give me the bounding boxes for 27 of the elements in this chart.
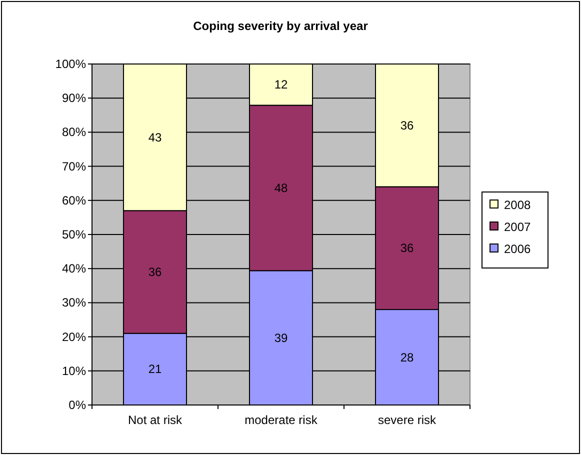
- y-tick-label: 30%: [62, 296, 86, 310]
- data-label: 36: [400, 241, 414, 256]
- y-tick-label: 10%: [62, 364, 86, 378]
- y-tick-label: 20%: [62, 330, 86, 344]
- x-tick-label: Not at risk: [128, 413, 184, 427]
- data-label: 36: [400, 118, 414, 132]
- y-tick-label: 70%: [62, 159, 86, 174]
- data-label: 28: [400, 350, 414, 364]
- data-label: 12: [274, 78, 288, 92]
- data-label: 36: [148, 265, 162, 280]
- y-tick-label: 90%: [62, 91, 86, 106]
- y-tick-label: 100%: [55, 57, 86, 71]
- y-tick-label: 40%: [62, 262, 86, 276]
- y-tick-label: 0%: [68, 398, 86, 412]
- data-label: 43: [148, 130, 162, 144]
- data-label: 48: [274, 180, 288, 195]
- x-tick-label: severe risk: [378, 413, 438, 427]
- legend-label: 2008: [504, 198, 532, 212]
- legend-label: 2006: [504, 242, 532, 256]
- x-tick-label: moderate risk: [244, 413, 318, 427]
- data-label: 21: [148, 362, 162, 376]
- chart-title: Coping severity by arrival year: [193, 19, 368, 33]
- y-tick-label: 60%: [62, 193, 86, 208]
- data-label: 39: [274, 330, 288, 345]
- legend-label: 2007: [504, 220, 532, 234]
- y-tick-label: 80%: [62, 125, 86, 140]
- y-tick-label: 50%: [62, 228, 86, 242]
